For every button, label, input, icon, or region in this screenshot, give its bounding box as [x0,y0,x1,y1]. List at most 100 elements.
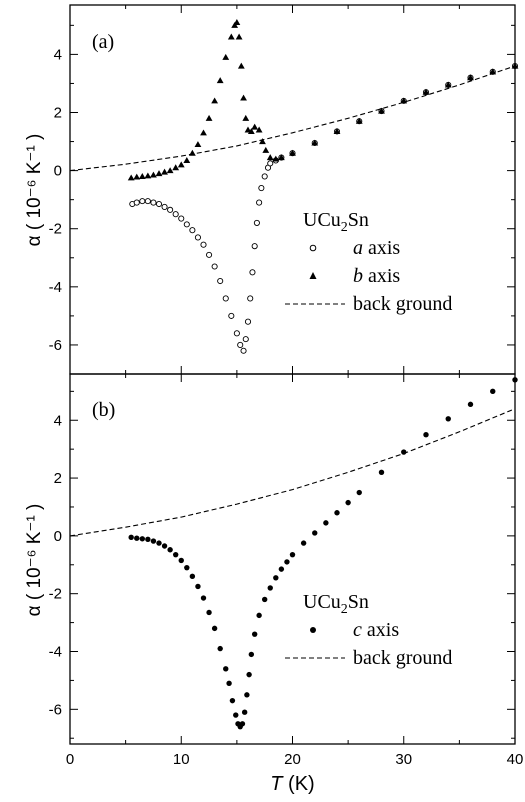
data-point [255,126,263,133]
data-point [444,81,452,88]
data-point [161,203,168,210]
data-point [226,680,232,686]
data-point [284,559,290,565]
y-tick-label: 0 [54,163,62,180]
data-point [138,173,146,179]
data-point [261,173,268,180]
data-point [266,154,274,161]
legend-label: back ground [353,293,452,315]
y-tick-label: 4 [54,46,62,63]
data-point [156,540,162,546]
data-point [356,489,362,496]
x-tick-label: 20 [284,751,301,768]
plot-frame [69,4,516,375]
data-point [251,243,258,250]
data-point [333,127,341,134]
data-point [422,88,430,95]
data-point [133,199,140,206]
data-point [267,585,273,591]
y-tick-label: 2 [54,105,62,122]
data-point [244,318,252,325]
data-point [206,609,212,616]
data-point [277,154,285,161]
data-point [200,129,207,136]
data-point [223,666,229,672]
data-point [233,712,239,718]
data-point [144,198,151,205]
data-point [211,263,218,270]
y-axis-label: α ( 10⁻⁶ K⁻¹ ) [24,504,45,617]
data-point [251,631,258,637]
data-point [240,94,247,101]
panel-label: (a) [92,31,114,53]
data-point [167,547,173,553]
data-point [240,347,247,354]
data-point [467,401,474,408]
data-point [211,97,219,104]
data-point [467,74,474,81]
data-point [161,168,168,175]
data-point [127,174,135,181]
data-point [195,583,201,590]
data-point [166,167,174,174]
y-tick-label: -6 [49,337,62,354]
legend-label: b axis [353,265,400,287]
data-point [256,199,263,206]
legend-marker-icon [310,627,316,633]
data-point [237,341,244,348]
data-point [172,164,180,171]
legend-label: a axis [353,237,400,259]
data-point [241,709,248,715]
data-point [233,330,240,337]
data-point [183,221,190,228]
series-b-axis [127,19,519,181]
data-point [216,77,224,84]
data-point [144,172,152,179]
data-point [189,227,196,234]
data-point [134,535,140,541]
data-point [272,155,280,162]
data-point [177,161,185,168]
data-point [172,211,179,218]
data-point [300,540,307,546]
data-point [217,277,224,285]
data-point [258,184,265,192]
data-point [251,123,259,130]
data-point [200,241,207,248]
data-point [194,234,201,241]
y-tick-label: -4 [49,279,62,296]
data-point [512,377,518,383]
x-tick-label: 40 [507,751,524,768]
data-point [249,269,256,276]
data-point [345,499,351,506]
data-point [183,157,191,163]
data-point [289,551,296,558]
data-point [311,139,319,146]
legend-label: c axis [353,619,399,641]
data-point [278,566,285,572]
data-point [247,295,254,302]
data-point [490,388,496,395]
data-point [423,432,429,438]
data-point [139,536,146,542]
data-point [237,62,245,69]
y-tick-label: 2 [54,470,62,487]
data-point [248,651,255,658]
data-point [150,171,157,178]
data-point [242,336,249,343]
data-point [289,149,296,156]
y-tick-label: -2 [49,586,62,603]
data-point [246,671,252,678]
data-point [235,33,243,40]
data-point [400,97,408,104]
data-point [355,117,363,124]
data-point [445,416,451,422]
panel-b-chart: 0 10 20 30 40 T (K) -6 -4 -2 0 2 4 α ( 10⁻⁶ K⁻¹ ) (b)… [24,373,524,795]
legend-marker-icon [309,244,317,252]
data-point [133,173,141,180]
background-dashed-line [69,408,516,537]
x-tick-label: 30 [395,751,412,768]
